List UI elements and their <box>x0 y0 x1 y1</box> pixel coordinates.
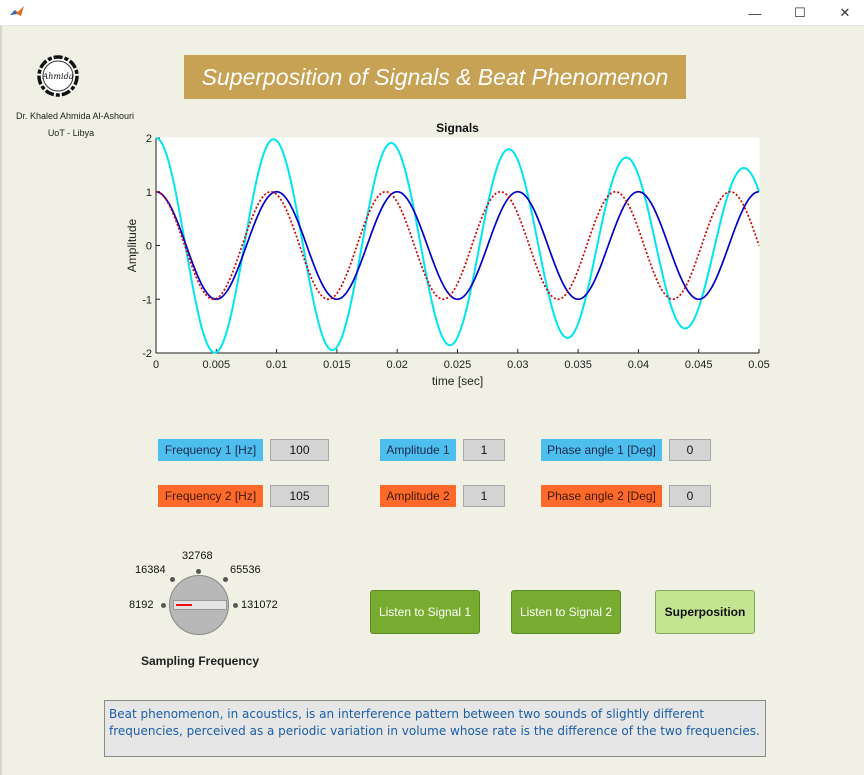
y-tick-label: 1 <box>146 187 152 199</box>
frequency2-label: Frequency 2 [Hz] <box>158 485 263 507</box>
phase1-label: Phase angle 1 [Deg] <box>541 439 662 461</box>
amplitude2-label: Amplitude 2 <box>380 485 456 507</box>
maximize-button[interactable]: ☐ <box>794 5 806 20</box>
knob-tick-8192 <box>161 603 166 608</box>
listen-signal2-button[interactable]: Listen to Signal 2 <box>511 590 621 634</box>
phase2-label: Phase angle 2 [Deg] <box>541 485 662 507</box>
matlab-icon <box>10 6 24 16</box>
x-tick-label: 0.045 <box>685 359 713 371</box>
sampling-frequency-knob-group: 8192 16384 32768 65536 131072 Sampling F… <box>110 545 310 670</box>
series-signal1-line <box>155 190 760 301</box>
author-affiliation: UoT - Libya <box>47 128 95 138</box>
sampling-frequency-title: Sampling Frequency <box>140 654 260 668</box>
series-superposition-line <box>155 137 760 354</box>
x-tick-label: 0.03 <box>507 359 528 371</box>
y-tick-label: -1 <box>142 294 152 306</box>
listen-signal1-button[interactable]: Listen to Signal 1 <box>370 590 480 634</box>
x-tick-label: 0.01 <box>266 359 287 371</box>
x-tick-label: 0.02 <box>386 359 407 371</box>
knob-tick-16384 <box>170 577 175 582</box>
amplitude2-input[interactable]: 1 <box>463 485 505 507</box>
x-tick-label: 0.05 <box>748 359 769 371</box>
window-titlebar: — ☐ ✕ <box>0 0 864 26</box>
chart-title: Signals <box>436 121 479 135</box>
x-tick-label: 0.005 <box>203 359 231 371</box>
sampling-frequency-knob[interactable] <box>169 575 229 635</box>
knob-tick-65536 <box>223 577 228 582</box>
x-tick-label: 0.04 <box>628 359 649 371</box>
amplitude1-label: Amplitude 1 <box>380 439 456 461</box>
close-button[interactable]: ✕ <box>839 5 851 20</box>
frequency1-input[interactable]: 100 <box>270 439 329 461</box>
y-axis-label: Amplitude <box>125 219 139 273</box>
x-tick-label: 0.035 <box>564 359 592 371</box>
x-tick-label: 0.025 <box>444 359 472 371</box>
amplitude1-input[interactable]: 1 <box>463 439 505 461</box>
y-tick-label: 0 <box>146 241 152 253</box>
x-tick-label: 0 <box>153 359 159 371</box>
main-title: Superposition of Signals & Beat Phenomen… <box>184 55 686 99</box>
frequency2-input[interactable]: 105 <box>270 485 329 507</box>
knob-option-131072[interactable]: 131072 <box>241 599 278 611</box>
author-name: Dr. Khaled Ahmida Al-Ashouri <box>15 111 135 121</box>
y-tick-label: -2 <box>142 348 152 360</box>
description-text: Beat phenomenon, in acoustics, is an int… <box>104 700 766 757</box>
knob-tick-131072 <box>233 603 238 608</box>
phase2-input[interactable]: 0 <box>669 485 711 507</box>
knob-option-32768[interactable]: 32768 <box>182 550 213 562</box>
knob-option-65536[interactable]: 65536 <box>230 564 261 576</box>
x-axis-label: time [sec] <box>432 374 483 388</box>
knob-indicator-bar <box>173 600 227 610</box>
knob-pointer <box>176 604 192 606</box>
frequency1-label: Frequency 1 [Hz] <box>158 439 263 461</box>
x-tick-label: 0.015 <box>323 359 351 371</box>
knob-tick-32768 <box>196 569 201 574</box>
logo-text: Ahmida <box>42 72 74 81</box>
ahmida-logo: Ahmida <box>37 55 79 97</box>
series-signal2-line <box>155 190 760 301</box>
knob-option-8192[interactable]: 8192 <box>129 599 154 611</box>
minimize-button[interactable]: — <box>748 5 762 21</box>
knob-option-16384[interactable]: 16384 <box>135 564 166 576</box>
phase1-input[interactable]: 0 <box>669 439 711 461</box>
signals-plot: Signals time [sec] Amplitude 0 0.005 0.01 0.01… <box>125 121 770 388</box>
superposition-button[interactable]: Superposition <box>655 590 755 634</box>
y-tick-label: 2 <box>146 133 152 145</box>
